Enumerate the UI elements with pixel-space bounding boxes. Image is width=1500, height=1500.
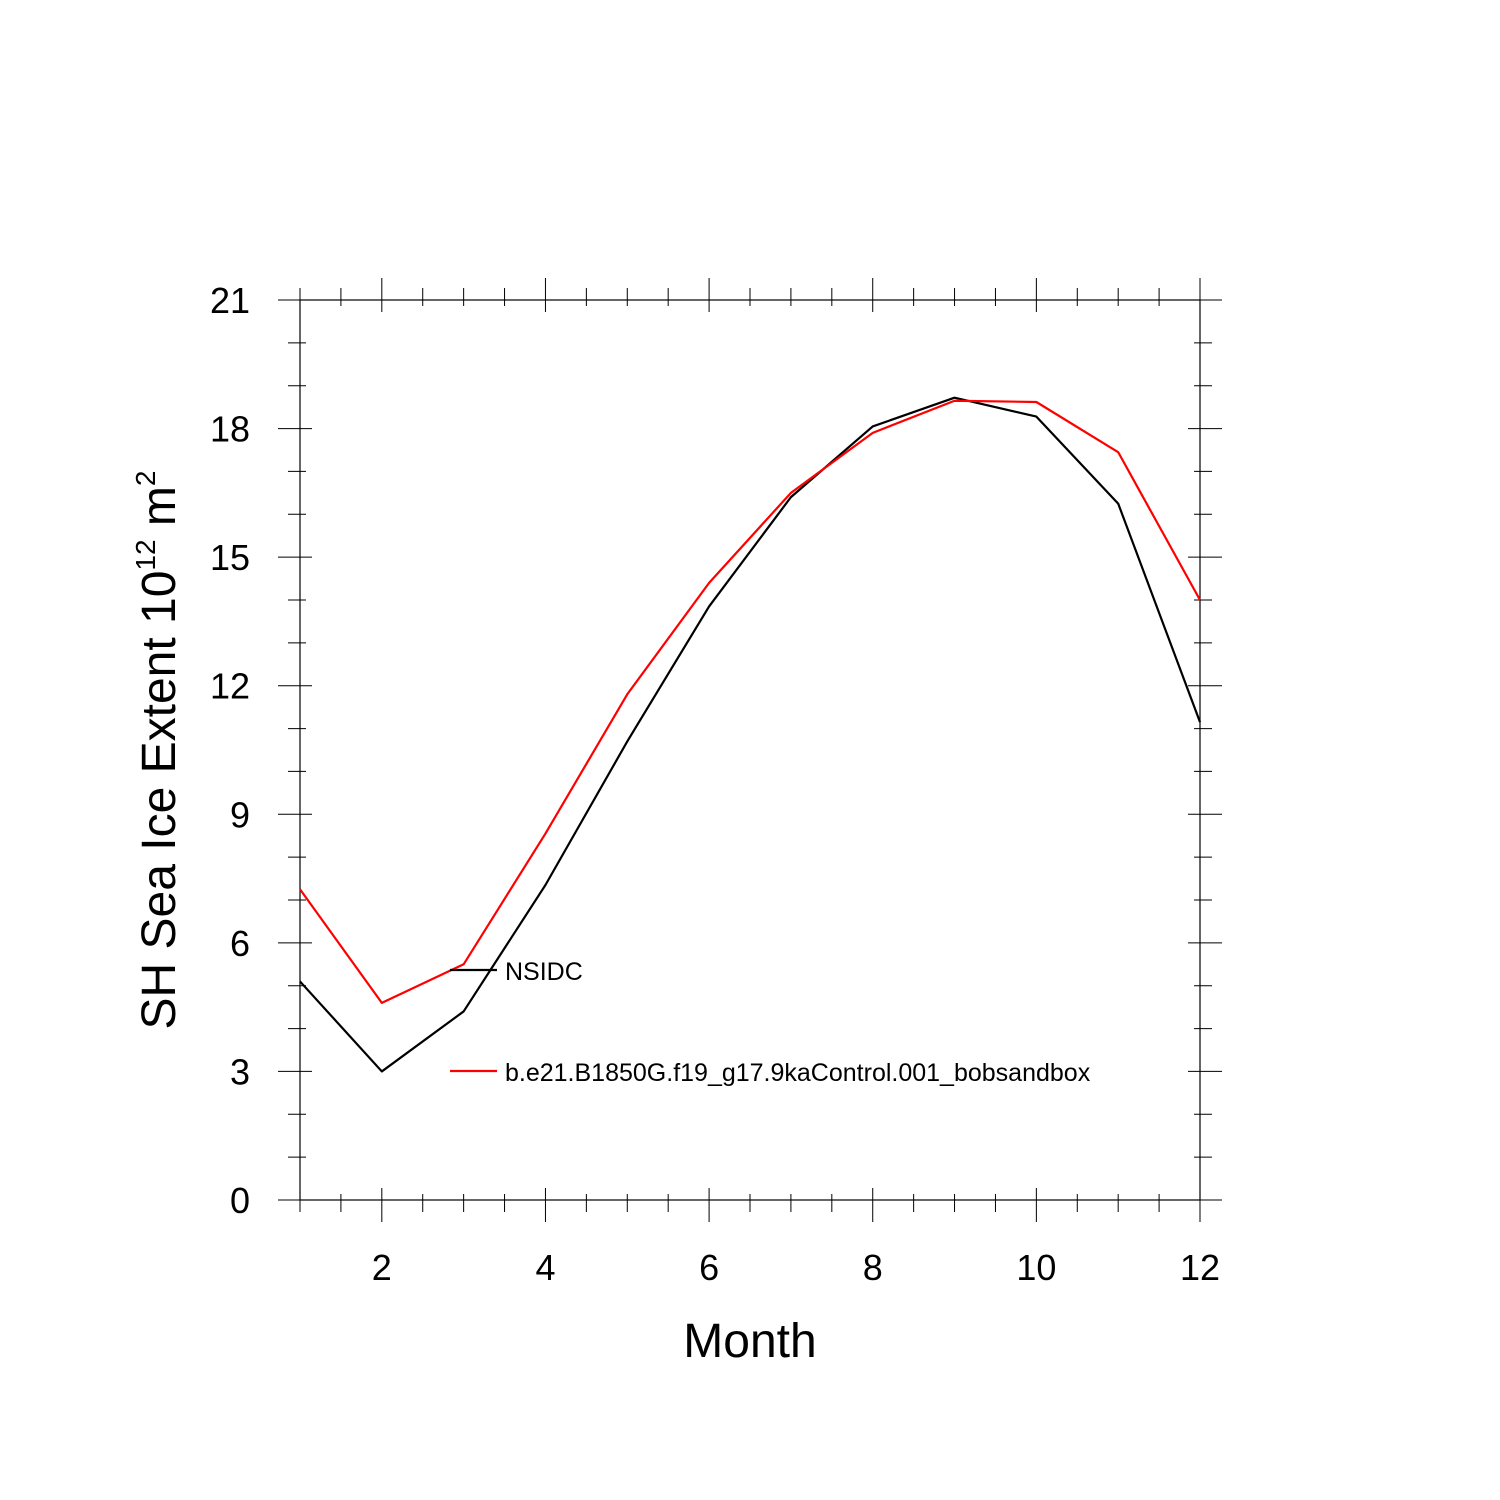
x-tick-label: 10 <box>1016 1247 1056 1288</box>
x-tick-labels: 2 4 6 8 10 12 <box>372 1247 1220 1288</box>
y-axis-title-exponent: 12 <box>130 539 161 570</box>
x-axis-title: Month <box>683 1315 816 1368</box>
y-tick-labels: 0 3 6 9 12 15 18 21 <box>210 280 250 1221</box>
y-tick-label: 9 <box>230 794 250 835</box>
x-tick-label: 6 <box>699 1247 719 1288</box>
y-axis-title: SH Sea Ice Extent 1012 m2 <box>130 471 186 1030</box>
y-tick-label: 15 <box>210 537 250 578</box>
y-tick-label: 12 <box>210 666 250 707</box>
legend-label-2: b.e21.B1850G.f19_g17.9kaControl.001_bobs… <box>505 1059 1091 1087</box>
x-tick-label: 12 <box>1180 1247 1220 1288</box>
x-tick-label: 4 <box>535 1247 555 1288</box>
y-axis-title-unit-exponent: 2 <box>130 471 161 487</box>
y-tick-label: 18 <box>210 409 250 450</box>
plot-frame <box>299 299 1201 1201</box>
x-tick-label: 8 <box>863 1247 883 1288</box>
y-tick-label: 21 <box>210 280 250 321</box>
x-tick-label: 2 <box>372 1247 392 1288</box>
legend-label-1: NSIDC <box>505 958 583 986</box>
y-axis-title-main: SH Sea Ice Extent 10 <box>133 571 186 1030</box>
minor-ticks <box>288 288 1212 1212</box>
y-axis-title-unit: m <box>133 486 186 539</box>
y-tick-label: 0 <box>230 1180 250 1221</box>
series-line-1 <box>299 396 1202 1073</box>
y-tick-label: 6 <box>230 923 250 964</box>
legend: NSIDC b.e21.B1850G.f19_g17.9kaControl.001… <box>450 958 1091 1087</box>
y-tick-label: 3 <box>230 1051 250 1092</box>
